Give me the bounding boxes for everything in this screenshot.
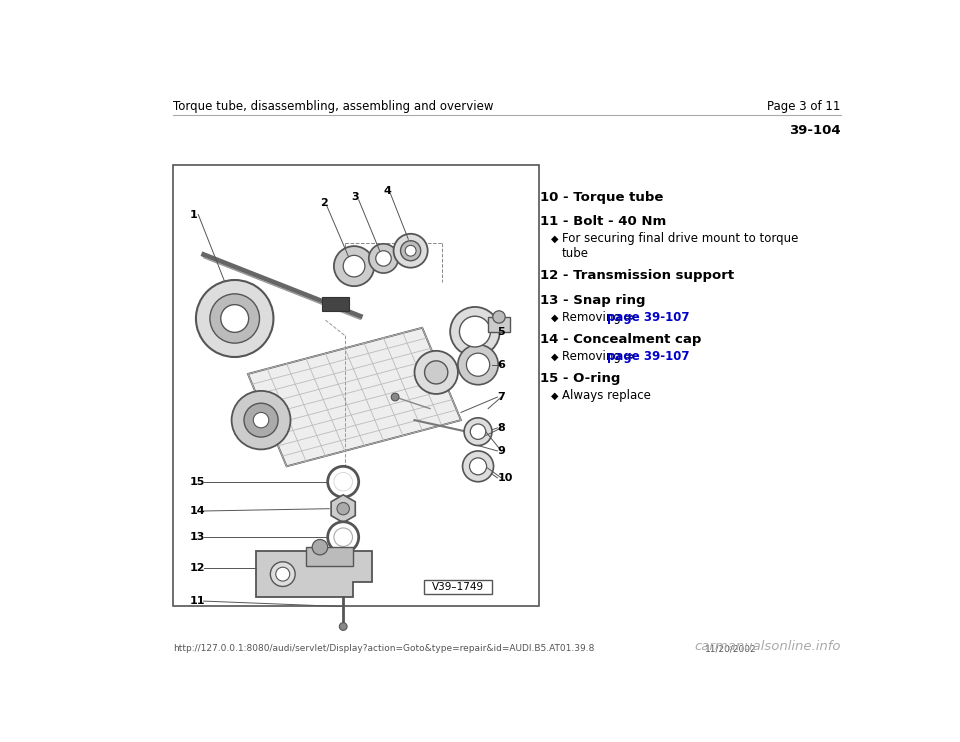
Text: ◆: ◆ (551, 312, 559, 322)
Circle shape (253, 413, 269, 428)
Text: 8: 8 (497, 423, 505, 433)
Text: For securing final drive mount to torque: For securing final drive mount to torque (562, 232, 798, 246)
Polygon shape (248, 328, 461, 466)
Text: page 39-107: page 39-107 (608, 311, 690, 324)
Text: 3: 3 (351, 192, 359, 202)
Text: ◆: ◆ (551, 352, 559, 361)
Text: tube: tube (562, 247, 588, 260)
Text: 10: 10 (497, 473, 513, 483)
Text: ◆: ◆ (551, 391, 559, 401)
Text: 39-104: 39-104 (789, 125, 841, 137)
Text: 7: 7 (497, 392, 505, 402)
Bar (322, 297, 348, 311)
Text: page 39-107: page 39-107 (608, 350, 690, 363)
Circle shape (460, 316, 491, 347)
Text: 11/20/2002: 11/20/2002 (706, 645, 756, 654)
Text: carmanualsonline.info: carmanualsonline.info (694, 640, 841, 654)
Text: Page 3 of 11: Page 3 of 11 (767, 100, 841, 113)
Text: Always replace: Always replace (562, 390, 651, 402)
Bar (173, 165, 539, 606)
Circle shape (312, 539, 327, 555)
Text: 14 - Concealment cap: 14 - Concealment cap (540, 333, 702, 346)
Text: 12: 12 (190, 563, 205, 573)
Text: 14: 14 (190, 506, 205, 516)
Circle shape (400, 240, 420, 260)
Circle shape (394, 234, 427, 268)
Circle shape (334, 246, 374, 286)
Circle shape (369, 244, 398, 273)
Circle shape (327, 522, 359, 553)
Text: V39–1749: V39–1749 (432, 582, 484, 592)
Text: 11 - Bolt - 40 Nm: 11 - Bolt - 40 Nm (540, 215, 666, 229)
Circle shape (392, 393, 399, 401)
Text: 15: 15 (190, 477, 205, 487)
Circle shape (271, 562, 295, 586)
Bar (488, 317, 510, 332)
Text: 12 - Transmission support: 12 - Transmission support (540, 269, 734, 282)
Text: 10 - Torque tube: 10 - Torque tube (540, 191, 663, 204)
Circle shape (231, 391, 291, 450)
Circle shape (334, 473, 352, 491)
Circle shape (196, 280, 274, 357)
Circle shape (469, 458, 487, 475)
Circle shape (415, 351, 458, 394)
Circle shape (467, 353, 490, 376)
Circle shape (339, 623, 348, 631)
Circle shape (337, 502, 349, 515)
Text: 5: 5 (497, 327, 505, 338)
Circle shape (334, 528, 352, 546)
Text: 1: 1 (190, 209, 198, 220)
Text: 15 - O-ring: 15 - O-ring (540, 372, 620, 385)
Text: 13 - Snap ring: 13 - Snap ring (540, 294, 645, 307)
Text: 2: 2 (320, 198, 327, 208)
Text: 4: 4 (383, 186, 392, 196)
Text: Torque tube, disassembling, assembling and overview: Torque tube, disassembling, assembling a… (173, 100, 493, 113)
Circle shape (492, 311, 505, 323)
Text: Removing ⇒: Removing ⇒ (562, 350, 638, 363)
Circle shape (221, 305, 249, 332)
Circle shape (458, 345, 498, 384)
Circle shape (210, 294, 259, 343)
Circle shape (450, 307, 500, 356)
Circle shape (470, 424, 486, 439)
Text: 13: 13 (190, 532, 205, 542)
Text: 9: 9 (497, 446, 505, 456)
Polygon shape (255, 551, 372, 597)
Circle shape (276, 567, 290, 581)
Circle shape (344, 255, 365, 277)
Circle shape (464, 418, 492, 445)
Text: 6: 6 (497, 360, 505, 370)
Polygon shape (331, 495, 355, 522)
Text: http://127.0.0.1:8080/audi/servlet/Display?action=Goto&type=repair&id=AUDI.B5.AT: http://127.0.0.1:8080/audi/servlet/Displ… (173, 645, 594, 654)
Circle shape (405, 246, 416, 256)
Circle shape (463, 451, 493, 482)
Circle shape (244, 403, 278, 437)
Circle shape (375, 251, 392, 266)
Circle shape (424, 361, 447, 384)
Text: 11: 11 (190, 596, 205, 606)
Text: ◆: ◆ (551, 234, 559, 244)
Circle shape (327, 466, 359, 497)
Bar (306, 547, 352, 566)
Bar (423, 580, 492, 594)
Text: Removing ⇒: Removing ⇒ (562, 311, 638, 324)
